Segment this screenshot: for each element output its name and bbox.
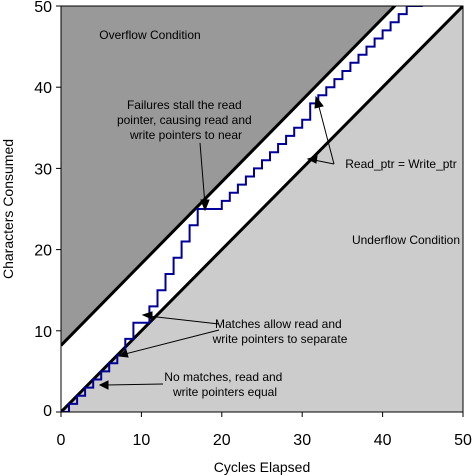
x-tick-label: 10 xyxy=(133,432,151,449)
overflow-label: Overflow Condition xyxy=(99,28,200,42)
annotation-matches: Matches allow read and write pointers to… xyxy=(212,317,348,346)
lower-boundary-line xyxy=(61,6,463,412)
y-tick-label: 0 xyxy=(43,403,52,420)
arrow-matches-1 xyxy=(147,315,220,325)
y-tick-label: 50 xyxy=(34,0,52,16)
x-tick-label: 40 xyxy=(374,432,392,449)
y-tick-label: 40 xyxy=(34,80,52,97)
arrow-matches-1-head xyxy=(141,311,153,320)
arrow-failures xyxy=(199,142,206,206)
y-axis-title: Characters Consumed xyxy=(0,139,16,279)
y-tick-label: 20 xyxy=(34,243,52,260)
arrow-matches-2 xyxy=(124,329,220,355)
x-tick-label: 0 xyxy=(57,432,66,449)
y-tick-label: 30 xyxy=(34,161,52,178)
y-tick-label: 10 xyxy=(34,324,52,341)
arrow-read-write-2-head xyxy=(306,155,318,164)
arrow-no-matches-head xyxy=(98,380,109,390)
arrow-read-write xyxy=(317,102,335,165)
x-axis-title: Cycles Elapsed xyxy=(214,459,311,475)
upper-boundary-line xyxy=(61,6,397,347)
arrow-no-matches xyxy=(105,383,164,386)
annotation-read-write-equal: Read_ptr = Write_ptr xyxy=(345,157,457,171)
x-tick-label: 30 xyxy=(293,432,311,449)
arrow-read-write-2 xyxy=(313,159,335,165)
arrow-read-write-head xyxy=(314,95,324,109)
arrow-failures-head xyxy=(200,199,210,212)
underflow-label: Underflow Condition xyxy=(352,233,460,247)
annotation-no-matches: No matches, read and write pointers equa… xyxy=(164,370,285,399)
annotation-arrows xyxy=(98,95,335,390)
plot-frame xyxy=(60,5,464,413)
x-tick-label: 20 xyxy=(213,432,231,449)
step-series-line xyxy=(61,6,423,412)
arrow-matches-2-head xyxy=(117,349,129,358)
annotation-failures: Failures stall the read pointer, causing… xyxy=(117,98,255,142)
x-tick-label: 50 xyxy=(454,432,472,449)
